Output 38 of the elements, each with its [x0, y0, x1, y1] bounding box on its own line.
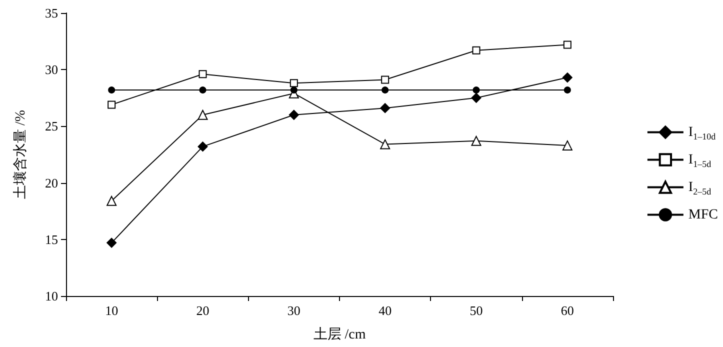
- x-axis-title: 土层 /cm: [313, 326, 366, 342]
- y-tick-label: 25: [45, 118, 58, 134]
- point: [472, 86, 480, 94]
- y-tick-label: 20: [45, 175, 58, 190]
- point: [380, 139, 390, 150]
- point: [380, 103, 390, 114]
- point: [562, 140, 572, 150]
- point: [288, 110, 299, 120]
- y-tick-label: 15: [45, 232, 58, 247]
- y-tick-label: 10: [45, 288, 58, 304]
- point: [563, 40, 572, 49]
- point: [198, 142, 208, 152]
- point: [106, 238, 117, 248]
- y-axis-title: 土壤含水量 /%: [12, 110, 28, 200]
- point: [198, 110, 208, 120]
- point: [471, 92, 482, 103]
- point: [471, 136, 482, 146]
- x-tick-label: 20: [196, 303, 210, 318]
- y-tick-label: 35: [45, 6, 58, 20]
- point: [381, 76, 390, 84]
- y-tick-label: 30: [45, 62, 58, 78]
- x-tick-label: 40: [378, 303, 392, 318]
- point: [108, 100, 116, 109]
- point: [108, 86, 116, 94]
- point: [472, 46, 480, 54]
- x-tick-label: 60: [560, 303, 574, 318]
- x-tick-label: 50: [470, 303, 483, 318]
- point: [564, 86, 571, 94]
- legend-label: MFC: [688, 207, 718, 222]
- point: [106, 196, 117, 206]
- point: [562, 72, 572, 83]
- point: [290, 86, 298, 94]
- x-tick-label: 30: [287, 303, 300, 318]
- point: [198, 70, 207, 78]
- point: [199, 86, 206, 94]
- point: [290, 79, 298, 88]
- point: [382, 86, 389, 94]
- x-tick-label: 10: [105, 303, 118, 318]
